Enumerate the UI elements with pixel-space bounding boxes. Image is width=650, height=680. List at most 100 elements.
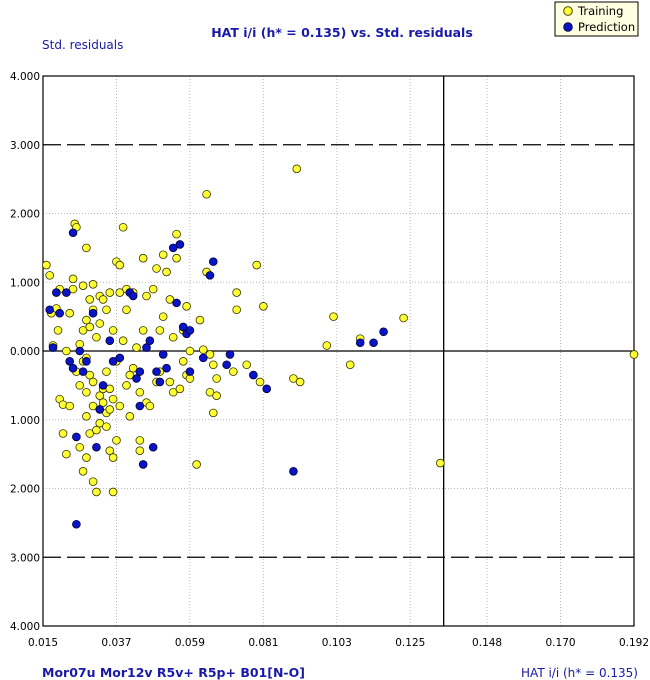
training-point: [62, 449, 71, 459]
training-point: [135, 436, 145, 445]
training-point: [68, 284, 78, 294]
training-point: [252, 260, 261, 270]
training-point: [152, 264, 161, 273]
training-point: [148, 284, 158, 294]
prediction-point: [135, 367, 145, 376]
training-point: [229, 367, 238, 376]
x-tick-label: 0.125: [395, 637, 425, 649]
prediction-point: [369, 338, 378, 348]
training-point: [158, 312, 168, 321]
training-point: [115, 401, 125, 411]
training-point: [205, 350, 215, 359]
prediction-point: [249, 370, 258, 380]
prediction-point: [222, 360, 231, 370]
training-point: [105, 288, 115, 297]
training-point: [105, 446, 115, 455]
training-point: [82, 412, 91, 421]
training-point: [142, 291, 151, 301]
y-tick-label: 3.000: [10, 140, 40, 152]
y-tick-label: 2.000: [10, 209, 40, 221]
training-point: [205, 387, 215, 397]
training-point: [75, 442, 85, 452]
training-point: [125, 370, 135, 380]
training-point: [98, 398, 108, 407]
prediction-point: [82, 357, 91, 366]
prediction-point: [92, 442, 101, 452]
training-point: [345, 360, 355, 370]
training-point: [115, 288, 125, 297]
training-point: [195, 315, 205, 325]
training-point: [85, 429, 95, 438]
training-point: [165, 295, 175, 304]
prediction-point: [198, 353, 208, 363]
training-point: [78, 281, 88, 290]
training-point: [185, 346, 195, 356]
prediction-point: [68, 363, 78, 373]
training-point: [95, 391, 105, 400]
prediction-point: [72, 432, 81, 442]
training-point: [168, 387, 178, 397]
training-point: [75, 381, 85, 390]
training-point: [122, 305, 131, 315]
training-point: [132, 343, 141, 352]
y-tick-label: 3.000: [10, 552, 40, 564]
prediction-point: [98, 381, 108, 390]
prediction-point: [145, 336, 155, 345]
y-tick-label: 4.000: [10, 621, 40, 633]
training-point: [102, 422, 111, 431]
prediction-point: [185, 326, 195, 335]
training-point: [629, 350, 639, 359]
x-tick-label: 0.037: [101, 637, 131, 649]
training-point: [92, 425, 101, 435]
prediction-point: [48, 343, 58, 352]
training-point: [108, 487, 118, 497]
training-point: [242, 360, 251, 370]
prediction-point: [135, 401, 145, 411]
training-point: [78, 326, 88, 335]
prediction-point: [162, 363, 171, 373]
training-point: [108, 326, 118, 335]
training-point: [95, 418, 105, 428]
training-point: [212, 374, 221, 383]
training-point: [192, 460, 201, 469]
training-point: [65, 401, 75, 411]
training-point: [82, 243, 91, 253]
grid: [43, 76, 634, 626]
training-point: [125, 412, 135, 421]
training-point: [162, 267, 171, 277]
legend-prediction-marker: [563, 22, 573, 32]
prediction-point: [205, 271, 215, 280]
prediction-point: [75, 346, 85, 356]
training-point: [62, 346, 71, 356]
training-point: [108, 394, 118, 404]
prediction-point: [355, 338, 365, 348]
prediction-point: [379, 327, 388, 337]
training-point: [182, 302, 191, 311]
training-point: [255, 377, 265, 387]
prediction-point: [128, 291, 138, 301]
prediction-point: [155, 377, 165, 387]
training-point: [436, 458, 445, 468]
descriptors-label: Mor07u Mor12v R5v+ R5p+ B01[N-O]: [42, 665, 305, 680]
prediction-point: [168, 243, 178, 253]
training-point: [135, 446, 145, 455]
training-point: [45, 271, 54, 280]
training-point: [78, 467, 88, 476]
legend-training-label: Training: [577, 4, 623, 18]
y-tick-label: 1.000: [10, 277, 40, 289]
training-point: [145, 401, 155, 411]
training-point: [82, 387, 91, 397]
training-point: [122, 381, 131, 390]
training-point: [322, 341, 332, 350]
y-tick-label: 4.000: [10, 71, 40, 83]
prediction-point: [172, 298, 181, 308]
prediction-point: [105, 336, 115, 345]
training-point: [208, 408, 218, 418]
training-point: [165, 377, 175, 387]
prediction-point: [185, 367, 195, 376]
prediction-point: [152, 367, 161, 376]
training-point: [118, 336, 128, 345]
legend-prediction-label: Prediction: [578, 20, 635, 34]
training-point: [88, 401, 98, 411]
